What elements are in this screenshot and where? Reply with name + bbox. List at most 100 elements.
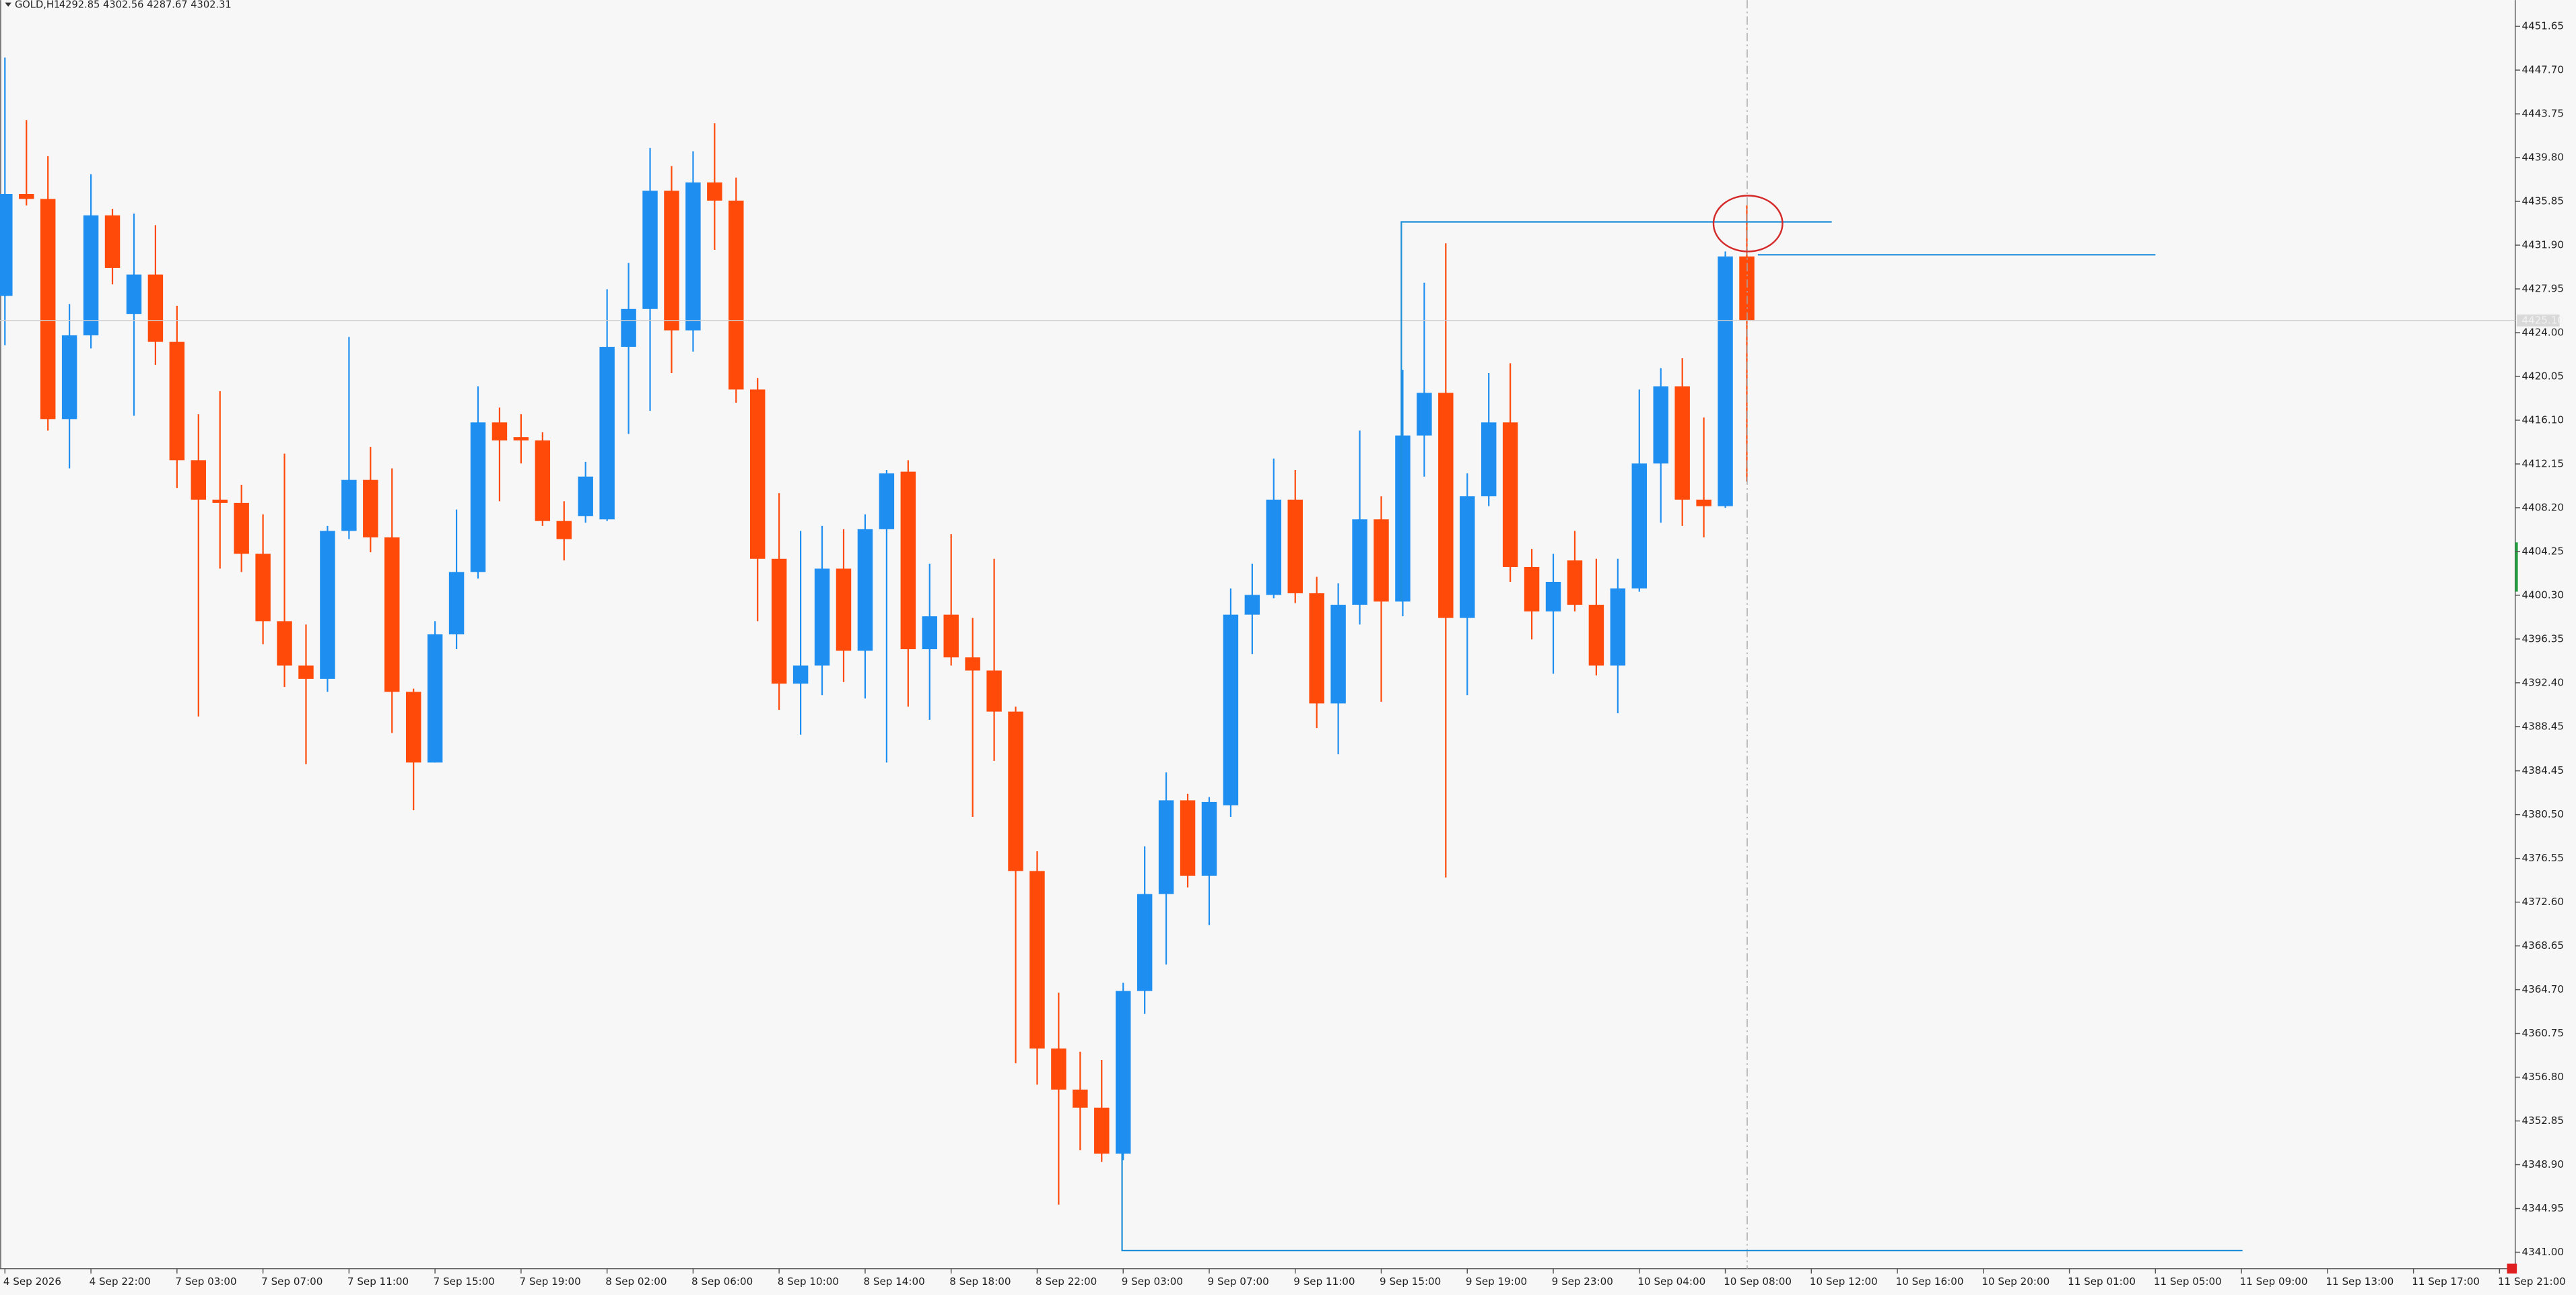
y-tick-label: 4384.45 (2521, 764, 2563, 776)
candle-body (1051, 1048, 1066, 1090)
candle-body (1073, 1089, 1088, 1108)
candle-body (1481, 422, 1497, 496)
candle-body (61, 335, 77, 420)
x-tick-label: 9 Sep 15:00 (1380, 1275, 1441, 1288)
y-tick-label: 4360.75 (2521, 1027, 2563, 1039)
x-tick-label: 11 Sep 05:00 (2154, 1275, 2222, 1288)
plot (0, 57, 2515, 1205)
candle-body (405, 692, 421, 763)
candle-body (986, 670, 1002, 712)
drawn-level-line (1121, 1154, 2243, 1252)
candle-body (1201, 801, 1217, 876)
y-tick-label: 4427.95 (2521, 283, 2563, 295)
last-price-label: 4425.10 (2521, 314, 2563, 326)
candle-body (169, 341, 185, 461)
x-tick-label: 11 Sep 17:00 (2412, 1275, 2480, 1288)
x-tick-label: 8 Sep 10:00 (778, 1275, 839, 1288)
candle-body (384, 537, 400, 692)
highlight-circle (1712, 195, 1784, 253)
candle-body (685, 182, 701, 331)
candle-body (771, 558, 787, 684)
y-tick-label: 4352.85 (2521, 1115, 2563, 1127)
candle-body (1094, 1107, 1110, 1154)
candle-body (1352, 519, 1367, 605)
y-tick-label: 4344.95 (2521, 1202, 2563, 1214)
candle-body (104, 215, 121, 268)
y-tick-label: 4396.35 (2521, 632, 2563, 644)
candle-body (1567, 560, 1583, 605)
candle-body (320, 531, 335, 679)
candle-body (1545, 581, 1561, 611)
x-tick-label: 9 Sep 07:00 (1208, 1275, 1269, 1288)
candle-body (900, 471, 916, 650)
volume-marker (2515, 542, 2518, 592)
candle-body (1244, 595, 1260, 615)
ohlc-label: 4292.85 4302.56 4287.67 4302.31 (59, 0, 232, 10)
x-tick-label: 10 Sep 08:00 (1724, 1275, 1792, 1288)
candle-body (1718, 256, 1733, 506)
candle-body (599, 347, 615, 520)
y-tick-label: 4392.40 (2521, 676, 2563, 688)
x-tick-label: 10 Sep 04:00 (1637, 1275, 1705, 1288)
candle-body (492, 422, 508, 441)
y-tick-label: 4412.15 (2521, 457, 2563, 469)
candle-body (1266, 499, 1282, 595)
menu-arrow[interactable] (5, 2, 12, 7)
candle-body (922, 616, 937, 650)
candle-body (212, 499, 228, 503)
candle-body (513, 437, 529, 441)
x-tick-label: 8 Sep 14:00 (863, 1275, 924, 1288)
candle-body (448, 572, 465, 634)
candle-body (857, 529, 873, 651)
indicator-box (2507, 1263, 2517, 1274)
candle-body (1223, 614, 1239, 805)
candle-body (792, 665, 809, 684)
candle-body (578, 476, 593, 517)
candle-body (1502, 422, 1518, 567)
x-tick-label: 11 Sep 01:00 (2068, 1275, 2136, 1288)
drawn-level-line (1400, 221, 1832, 602)
candle-body (707, 182, 722, 201)
y-tick-label: 4356.80 (2521, 1071, 2563, 1083)
y-tick-label: 4380.50 (2521, 808, 2563, 820)
candle-body (1739, 256, 1755, 321)
y-tick-label: 4416.10 (2521, 413, 2563, 426)
candle-body (19, 194, 34, 199)
y-tick-label: 4348.90 (2521, 1158, 2563, 1170)
y-tick-label: 4400.30 (2521, 589, 2563, 601)
symbol-label: GOLD,H1 (15, 0, 60, 10)
candle-body (1029, 871, 1045, 1049)
candle-body (1180, 800, 1196, 876)
x-tick-label: 9 Sep 11:00 (1293, 1275, 1355, 1288)
candle-body (126, 274, 142, 314)
x-tick-label: 9 Sep 23:00 (1552, 1275, 1613, 1288)
y-tick-label: 4372.60 (2521, 896, 2563, 908)
x-tick-label: 4 Sep 2026 (3, 1275, 61, 1288)
candle-body (1460, 496, 1475, 618)
candle-body (1674, 386, 1690, 500)
x-tick-label: 9 Sep 03:00 (1122, 1275, 1183, 1288)
candle-body (1330, 605, 1346, 704)
x-tick-label: 8 Sep 18:00 (949, 1275, 1011, 1288)
candle-body (535, 440, 551, 521)
candle-body (556, 521, 572, 539)
y-tick-label: 4420.05 (2521, 370, 2563, 382)
candle-body (40, 199, 56, 420)
x-tick-label: 4 Sep 22:00 (90, 1275, 151, 1288)
candle-body (621, 308, 636, 347)
x-tick-label: 8 Sep 22:00 (1036, 1275, 1097, 1288)
y-tick-label: 4388.45 (2521, 720, 2563, 732)
candle-body (147, 274, 164, 342)
candle-body (1137, 894, 1153, 991)
candle-body (1287, 499, 1303, 593)
x-tick-label: 10 Sep 12:00 (1810, 1275, 1878, 1288)
candle-body (1395, 435, 1411, 602)
x-tick-label: 7 Sep 19:00 (519, 1275, 580, 1288)
y-tick-label: 4451.65 (2521, 20, 2563, 32)
candle-body (1008, 711, 1023, 871)
y-tick-label: 4431.90 (2521, 239, 2563, 251)
candle-body (1588, 605, 1604, 666)
y-tick-label: 4368.65 (2521, 939, 2563, 952)
x-tick-label: 7 Sep 07:00 (261, 1275, 323, 1288)
candle-body (363, 479, 378, 538)
